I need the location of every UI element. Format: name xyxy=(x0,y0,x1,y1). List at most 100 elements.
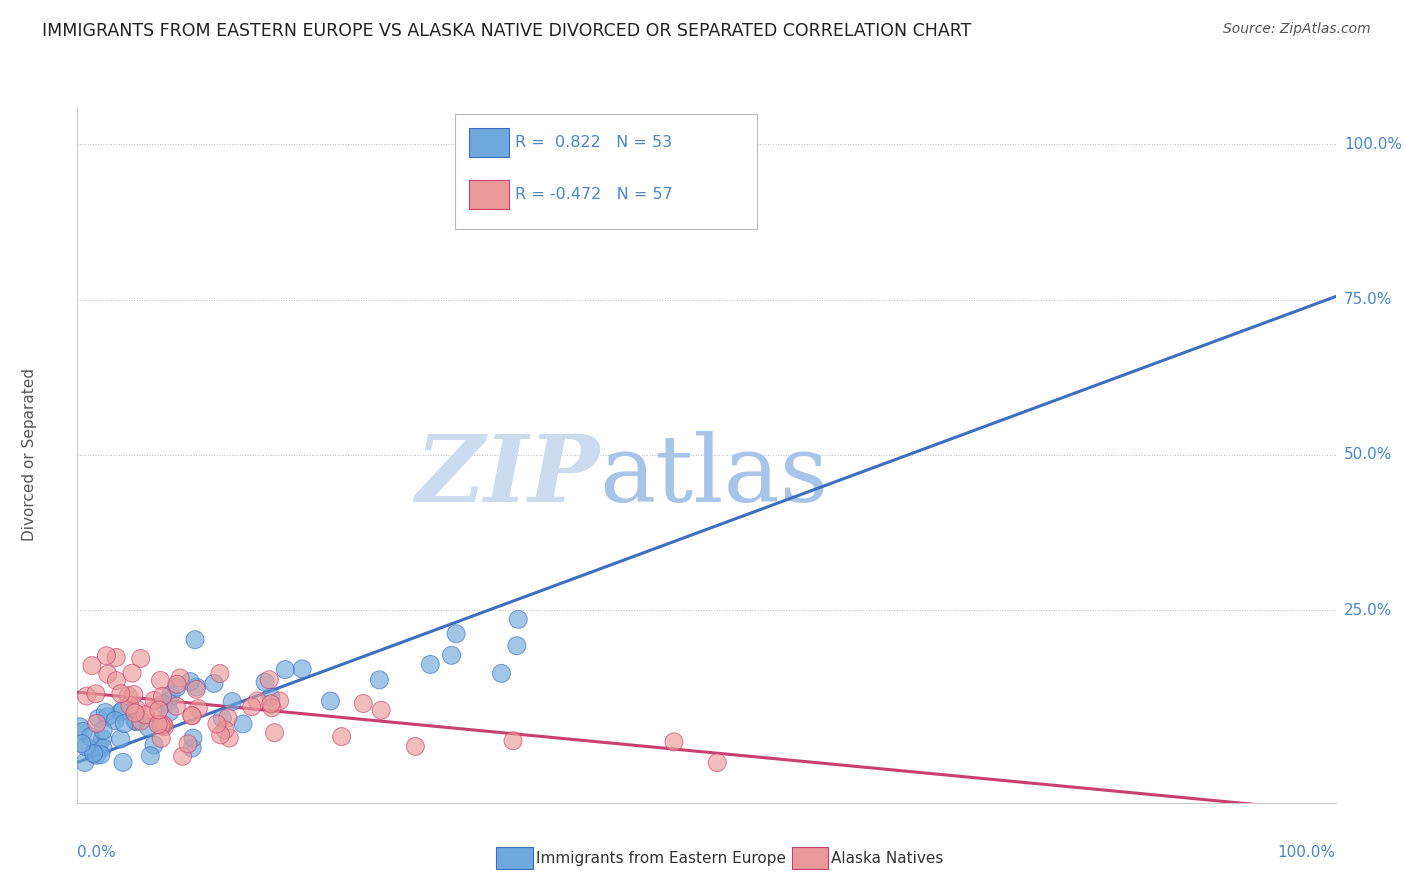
Ellipse shape xyxy=(212,726,229,744)
Ellipse shape xyxy=(190,699,207,717)
Ellipse shape xyxy=(262,689,280,706)
Ellipse shape xyxy=(354,695,373,713)
Ellipse shape xyxy=(243,698,260,716)
Text: ZIP: ZIP xyxy=(415,431,599,521)
Ellipse shape xyxy=(120,687,138,705)
Ellipse shape xyxy=(211,665,229,682)
Text: Alaska Natives: Alaska Natives xyxy=(831,851,943,865)
Ellipse shape xyxy=(82,728,100,746)
Ellipse shape xyxy=(152,730,170,747)
FancyBboxPatch shape xyxy=(468,128,509,157)
Ellipse shape xyxy=(139,719,157,737)
Ellipse shape xyxy=(167,698,186,715)
Ellipse shape xyxy=(152,716,170,735)
Ellipse shape xyxy=(214,709,232,727)
Ellipse shape xyxy=(422,656,439,673)
Ellipse shape xyxy=(162,686,180,704)
Ellipse shape xyxy=(90,738,108,756)
Ellipse shape xyxy=(221,729,238,747)
Text: Divorced or Separated: Divorced or Separated xyxy=(22,368,37,541)
Ellipse shape xyxy=(94,722,112,739)
Ellipse shape xyxy=(77,687,96,705)
Ellipse shape xyxy=(233,714,252,733)
Ellipse shape xyxy=(105,712,124,730)
Ellipse shape xyxy=(145,736,163,754)
Text: 100.0%: 100.0% xyxy=(1278,845,1336,860)
Ellipse shape xyxy=(183,706,201,724)
Ellipse shape xyxy=(107,672,125,690)
Ellipse shape xyxy=(219,709,236,727)
Ellipse shape xyxy=(142,747,159,764)
Ellipse shape xyxy=(112,703,129,721)
Ellipse shape xyxy=(205,674,224,692)
Ellipse shape xyxy=(208,715,226,733)
Text: Source: ZipAtlas.com: Source: ZipAtlas.com xyxy=(1223,22,1371,37)
Ellipse shape xyxy=(91,746,110,764)
Ellipse shape xyxy=(87,747,105,764)
Ellipse shape xyxy=(159,693,177,711)
Ellipse shape xyxy=(509,610,527,628)
Ellipse shape xyxy=(152,672,169,690)
Ellipse shape xyxy=(155,695,173,713)
Ellipse shape xyxy=(217,721,233,739)
Ellipse shape xyxy=(97,704,114,722)
Text: R =  0.822   N = 53: R = 0.822 N = 53 xyxy=(515,135,672,150)
Ellipse shape xyxy=(263,698,281,717)
Ellipse shape xyxy=(98,707,117,726)
Ellipse shape xyxy=(111,730,129,748)
Ellipse shape xyxy=(224,692,242,711)
Text: R = -0.472   N = 57: R = -0.472 N = 57 xyxy=(515,187,673,202)
Ellipse shape xyxy=(107,648,125,666)
Ellipse shape xyxy=(709,754,727,772)
FancyBboxPatch shape xyxy=(456,114,756,229)
Ellipse shape xyxy=(172,669,188,687)
Ellipse shape xyxy=(186,631,204,648)
Ellipse shape xyxy=(76,754,94,772)
Ellipse shape xyxy=(153,688,172,706)
Ellipse shape xyxy=(181,673,200,690)
Ellipse shape xyxy=(97,647,115,665)
Ellipse shape xyxy=(121,697,139,714)
Ellipse shape xyxy=(665,733,683,751)
Ellipse shape xyxy=(90,709,108,727)
Ellipse shape xyxy=(127,699,145,718)
Ellipse shape xyxy=(77,738,94,756)
Ellipse shape xyxy=(266,723,284,741)
Text: IMMIGRANTS FROM EASTERN EUROPE VS ALASKA NATIVE DIVORCED OR SEPARATED CORRELATIO: IMMIGRANTS FROM EASTERN EUROPE VS ALASKA… xyxy=(42,22,972,40)
Text: 0.0%: 0.0% xyxy=(77,845,117,860)
Ellipse shape xyxy=(443,647,461,665)
Ellipse shape xyxy=(292,660,311,678)
Ellipse shape xyxy=(503,731,522,750)
Ellipse shape xyxy=(127,704,143,722)
Ellipse shape xyxy=(73,735,91,753)
Ellipse shape xyxy=(183,706,201,725)
Ellipse shape xyxy=(270,692,288,710)
Ellipse shape xyxy=(167,675,186,693)
Ellipse shape xyxy=(125,712,143,730)
Ellipse shape xyxy=(75,723,93,740)
Ellipse shape xyxy=(173,747,191,765)
Text: Immigrants from Eastern Europe: Immigrants from Eastern Europe xyxy=(536,851,786,865)
Text: 100.0%: 100.0% xyxy=(1344,136,1402,152)
Ellipse shape xyxy=(98,665,117,683)
Ellipse shape xyxy=(128,713,145,731)
Ellipse shape xyxy=(84,745,103,763)
Ellipse shape xyxy=(150,701,167,719)
Ellipse shape xyxy=(187,678,205,696)
Ellipse shape xyxy=(183,739,201,757)
Ellipse shape xyxy=(136,706,155,724)
Text: 25.0%: 25.0% xyxy=(1344,603,1392,618)
Ellipse shape xyxy=(124,665,141,682)
Ellipse shape xyxy=(179,735,197,753)
Ellipse shape xyxy=(83,657,101,674)
Ellipse shape xyxy=(508,637,526,655)
Ellipse shape xyxy=(406,738,425,756)
Ellipse shape xyxy=(112,684,129,703)
Ellipse shape xyxy=(114,754,132,772)
Ellipse shape xyxy=(87,714,105,732)
Ellipse shape xyxy=(256,673,274,691)
Ellipse shape xyxy=(156,718,173,736)
FancyBboxPatch shape xyxy=(468,180,509,210)
Text: 50.0%: 50.0% xyxy=(1344,448,1392,462)
Ellipse shape xyxy=(184,729,202,747)
